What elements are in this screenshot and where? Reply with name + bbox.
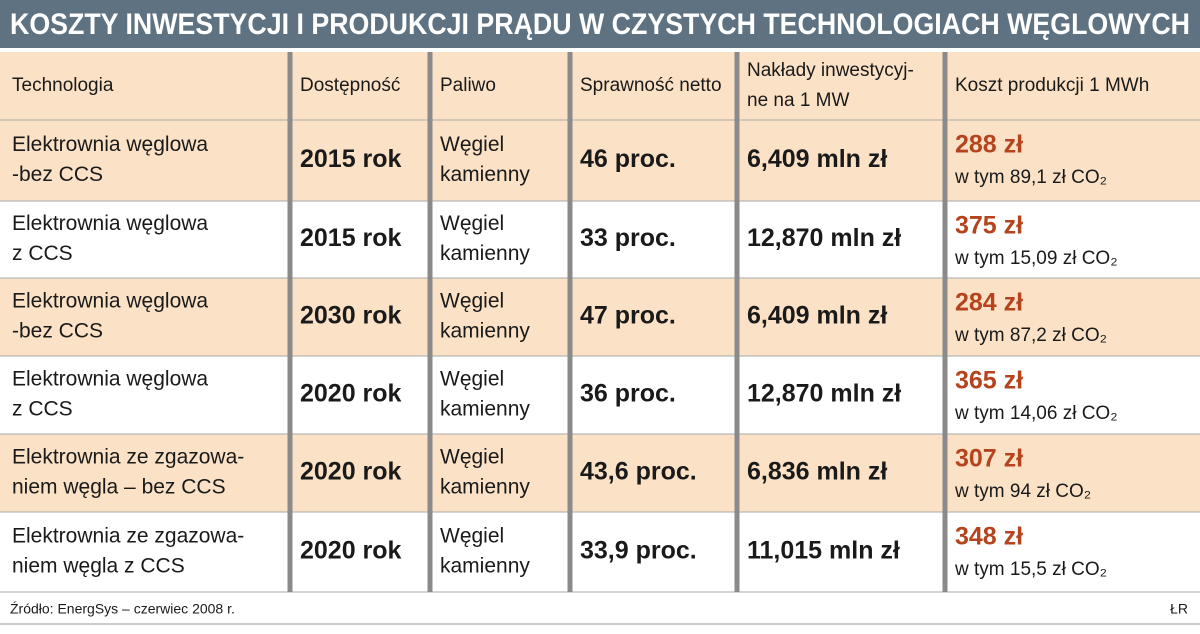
cost-value: 375 zł xyxy=(955,212,1023,240)
table-cell: -bez CCS xyxy=(12,163,103,186)
table-cell: 12,870 mln zł xyxy=(747,380,901,408)
cost-value: 348 zł xyxy=(955,523,1023,551)
table-cell: 2020 rok xyxy=(300,380,402,408)
table-cell: 33,9 proc. xyxy=(580,537,697,565)
header-cell: Nakłady inwestycyj- xyxy=(747,60,914,81)
table-cell: 6,836 mln zł xyxy=(747,458,887,486)
table-cell: kamienny xyxy=(440,320,530,343)
table-cell: Elektrownia węglowa xyxy=(12,290,208,313)
table-cell: 36 proc. xyxy=(580,380,676,408)
table-cell: 33 proc. xyxy=(580,224,676,252)
table-cell: 2020 rok xyxy=(300,537,402,565)
table-cell: niem węgla – bez CCS xyxy=(12,476,226,499)
title-bar xyxy=(0,0,1200,48)
table-cell: Węgiel xyxy=(440,368,504,391)
row-bg xyxy=(0,52,1200,120)
cost-value: 284 zł xyxy=(955,289,1023,317)
table-cell: Elektrownia ze zgazowa- xyxy=(12,446,244,469)
header-cell: Sprawność netto xyxy=(580,75,722,96)
table-cell: Elektrownia ze zgazowa- xyxy=(12,525,244,548)
cost-detail: w tym 94 zł CO₂ xyxy=(954,481,1091,502)
cost-detail: w tym 15,09 zł CO₂ xyxy=(954,248,1118,269)
cost-detail: w tym 15,5 zł CO₂ xyxy=(954,559,1107,580)
source: Źródło: EnergSys – czerwiec 2008 r. xyxy=(10,601,235,617)
table-cell: 2015 rok xyxy=(300,224,402,252)
header-cell: ne na 1 MW xyxy=(747,90,849,111)
row-bg xyxy=(0,434,1200,512)
row-bg xyxy=(0,356,1200,434)
table-cell: Węgiel xyxy=(440,290,504,313)
table-cell: kamienny xyxy=(440,555,530,578)
table-cell: 47 proc. xyxy=(580,302,676,330)
table-cell: 6,409 mln zł xyxy=(747,302,887,330)
row-bg xyxy=(0,512,1200,592)
cost-detail: w tym 89,1 zł CO₂ xyxy=(954,167,1107,188)
table-cell: 46 proc. xyxy=(580,145,676,173)
table-cell: kamienny xyxy=(440,163,530,186)
row-bg xyxy=(0,278,1200,356)
table-cell: kamienny xyxy=(440,398,530,421)
table-cell: Węgiel xyxy=(440,133,504,156)
table-cell: Węgiel xyxy=(440,525,504,548)
header-cell: Koszt produkcji 1 MWh xyxy=(955,75,1149,96)
table-cell: -bez CCS xyxy=(12,320,103,343)
table-cell: Węgiel xyxy=(440,212,504,235)
credit: ŁR xyxy=(1170,601,1188,617)
cost-value: 365 zł xyxy=(955,367,1023,395)
table-cell: Elektrownia węglowa xyxy=(12,133,208,156)
row-bg xyxy=(0,120,1200,201)
table-cell: 2015 rok xyxy=(300,145,402,173)
cost-detail: w tym 87,2 zł CO₂ xyxy=(954,325,1107,346)
table-cell: kamienny xyxy=(440,242,530,265)
table-cell: 2030 rok xyxy=(300,302,402,330)
table-cell: 11,015 mln zł xyxy=(747,537,900,565)
table-cell: 6,409 mln zł xyxy=(747,145,887,173)
header-cell: Dostępność xyxy=(300,75,400,96)
cost-value: 288 zł xyxy=(955,131,1023,159)
table-cell: Węgiel xyxy=(440,446,504,469)
table-cell: z CCS xyxy=(12,242,73,265)
header-cell: Paliwo xyxy=(440,75,496,96)
table-cell: 12,870 mln zł xyxy=(747,224,901,252)
header-cell: Technologia xyxy=(12,75,114,96)
cost-detail: w tym 14,06 zł CO₂ xyxy=(954,403,1118,424)
row-bg xyxy=(0,201,1200,278)
table-cell: niem węgla z CCS xyxy=(12,555,185,578)
table-cell: 43,6 proc. xyxy=(580,458,697,486)
cost-value: 307 zł xyxy=(955,445,1023,473)
table-cell: 2020 rok xyxy=(300,458,402,486)
table-cell: Elektrownia węglowa xyxy=(12,368,208,391)
table-cell: z CCS xyxy=(12,398,73,421)
table-cell: Elektrownia węglowa xyxy=(12,212,208,235)
table-cell: kamienny xyxy=(440,476,530,499)
title: KOSZTY INWESTYCJI I PRODUKCJI PRĄDU W CZ… xyxy=(10,8,1190,41)
